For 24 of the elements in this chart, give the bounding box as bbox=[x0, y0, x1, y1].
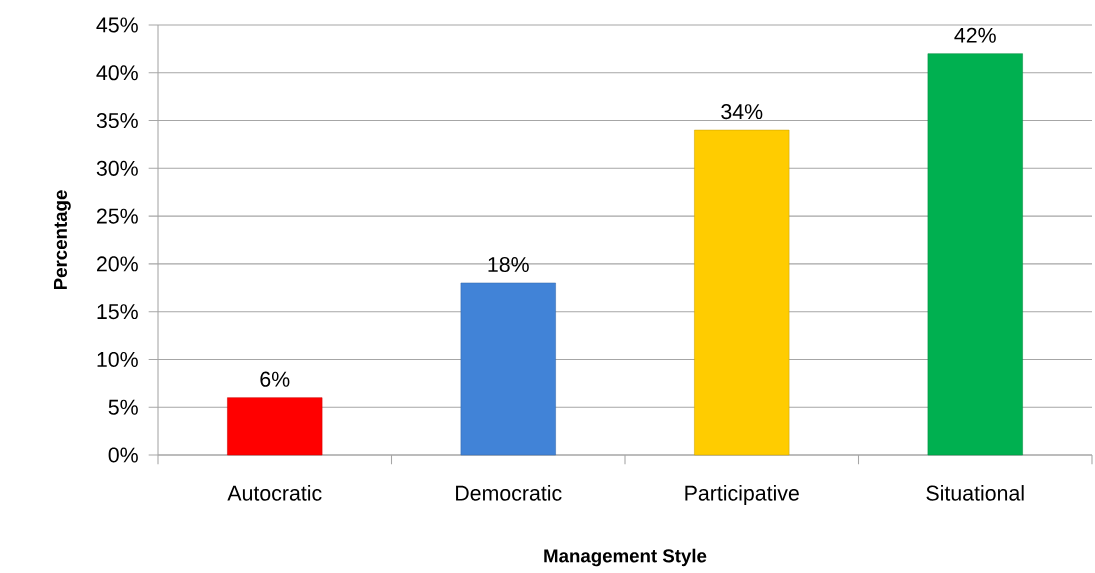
y-axis-title: Percentage bbox=[53, 190, 71, 290]
bar bbox=[460, 282, 556, 456]
y-tick-label: 15% bbox=[97, 304, 138, 320]
y-tick-label: 25% bbox=[97, 208, 138, 224]
y-tick-label: 30% bbox=[96, 160, 138, 176]
data-label: 6% bbox=[260, 371, 290, 387]
bar bbox=[927, 53, 1023, 456]
x-tick-label: Autocratic bbox=[227, 485, 322, 501]
bar bbox=[694, 129, 790, 456]
x-tick-label: Democratic bbox=[456, 485, 562, 501]
y-tick-label: 45% bbox=[96, 17, 138, 33]
data-label: 34% bbox=[721, 104, 763, 120]
y-tick-label: 10% bbox=[97, 351, 138, 367]
y-tick-label: 0% bbox=[108, 447, 138, 463]
data-label: 18% bbox=[488, 256, 529, 273]
y-tick-label: 20% bbox=[97, 256, 138, 272]
bar bbox=[227, 397, 323, 456]
x-tick-label: Situational bbox=[926, 485, 1024, 501]
y-tick-label: 35% bbox=[96, 113, 138, 129]
y-tick-label: 5% bbox=[108, 399, 138, 415]
x-axis-title: Management Style bbox=[544, 548, 707, 567]
y-tick-label: 40% bbox=[96, 65, 138, 81]
x-tick-label: Participative bbox=[685, 485, 799, 505]
data-label: 42% bbox=[954, 27, 996, 43]
